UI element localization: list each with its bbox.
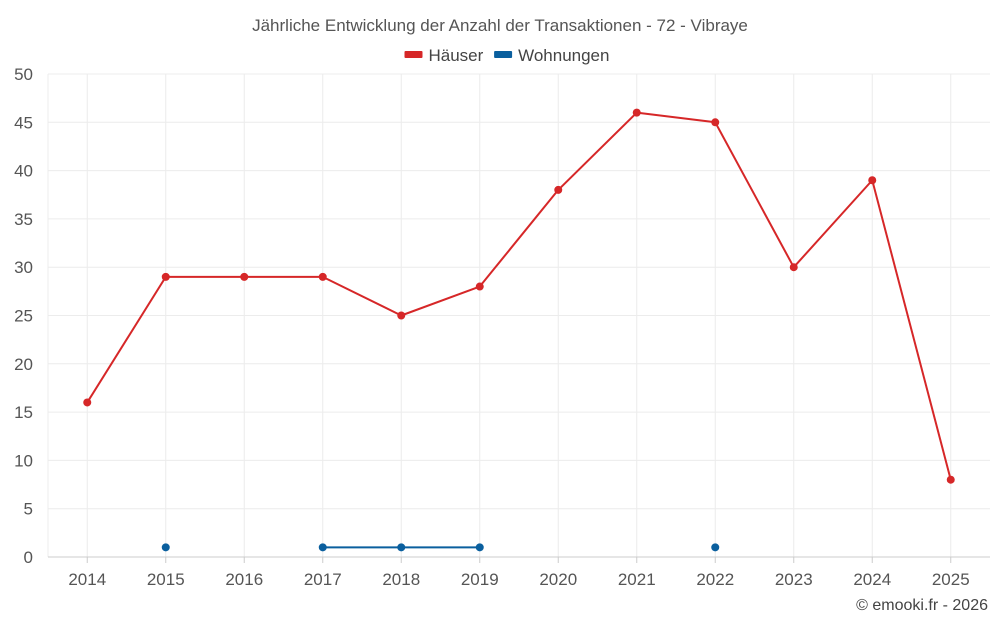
y-tick-label: 50 — [14, 65, 33, 84]
y-tick-label: 20 — [14, 355, 33, 374]
y-tick-label: 25 — [14, 307, 33, 326]
y-tick-label: 0 — [24, 548, 33, 567]
x-tick-label: 2014 — [68, 570, 106, 589]
data-point — [554, 185, 563, 194]
y-tick-label: 40 — [14, 162, 33, 181]
data-point — [161, 272, 170, 281]
x-tick-label: 2017 — [304, 570, 342, 589]
credit-text: © emooki.fr - 2026 — [856, 597, 988, 614]
series-line-segment — [714, 121, 795, 268]
legend-label: Wohnungen — [518, 46, 609, 65]
legend: Häuser Wohnungen — [404, 46, 609, 65]
data-point — [318, 543, 327, 552]
data-point — [711, 118, 720, 127]
x-tick-label: 2015 — [147, 570, 185, 589]
x-tick-label: 2020 — [539, 570, 577, 589]
chart-title: Jährliche Entwicklung der Anzahl der Tra… — [252, 16, 748, 35]
y-tick-label: 30 — [14, 258, 33, 277]
series-line-segment — [322, 275, 402, 317]
legend-label: Häuser — [429, 46, 484, 65]
x-tick-label: 2016 — [225, 570, 263, 589]
data-point — [868, 176, 877, 185]
series-line-segment — [871, 180, 952, 480]
data-point — [946, 475, 955, 484]
data-point — [318, 272, 327, 281]
x-tick-label: 2025 — [932, 570, 970, 589]
data-point — [161, 543, 170, 552]
x-tick-label: 2022 — [696, 570, 734, 589]
series-line-segment — [557, 111, 638, 191]
data-point — [475, 282, 484, 291]
data-point — [83, 398, 92, 407]
series-line-segment — [86, 276, 167, 403]
data-point — [632, 108, 641, 117]
series-line-segment — [793, 179, 873, 268]
x-tick-label: 2018 — [382, 570, 420, 589]
series-line-segment — [400, 285, 481, 317]
y-tick-label: 35 — [14, 210, 33, 229]
series-layer — [83, 108, 955, 552]
x-tick-label: 2023 — [775, 570, 813, 589]
x-tick-label: 2019 — [461, 570, 499, 589]
data-point — [789, 263, 798, 272]
series-2 — [161, 543, 720, 552]
x-tick-label: 2021 — [618, 570, 656, 589]
series-line-segment — [636, 111, 716, 124]
data-point — [240, 272, 249, 281]
x-tick-label: 2024 — [853, 570, 891, 589]
data-point — [475, 543, 484, 552]
data-point — [711, 543, 720, 552]
y-tick-label: 5 — [24, 500, 33, 519]
y-tick-label: 10 — [14, 451, 33, 470]
legend-swatch — [404, 51, 423, 58]
data-point — [397, 311, 406, 320]
legend-swatch — [494, 51, 513, 58]
y-tick-label: 45 — [14, 113, 33, 132]
series-line-segment — [478, 189, 560, 288]
y-tick-label: 15 — [14, 403, 33, 422]
series-1 — [83, 108, 955, 484]
data-point — [397, 543, 406, 552]
grid — [47, 73, 990, 557]
